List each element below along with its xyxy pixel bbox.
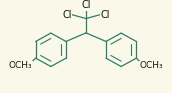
Text: OCH₃: OCH₃ bbox=[139, 61, 163, 70]
Text: Cl: Cl bbox=[81, 0, 91, 10]
Text: Cl: Cl bbox=[62, 10, 72, 20]
Text: Cl: Cl bbox=[100, 10, 110, 20]
Text: OCH₃: OCH₃ bbox=[9, 61, 33, 70]
